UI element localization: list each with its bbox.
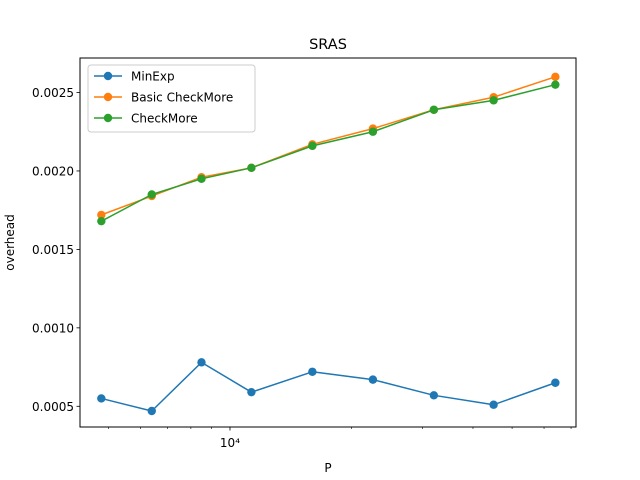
y-tick-label: 0.0025 [32, 86, 74, 100]
data-point [368, 127, 378, 136]
data-point [489, 96, 498, 105]
data-point [97, 216, 106, 226]
data-point [247, 387, 256, 397]
data-point [247, 163, 256, 173]
y-tick-label: 0.0005 [32, 400, 74, 414]
data-point [97, 210, 106, 220]
legend-marker [103, 71, 113, 81]
y-tick-label: 0.0010 [32, 321, 74, 335]
x-axis-title: P [324, 461, 331, 475]
y-tick-label: 0.0020 [32, 164, 74, 178]
legend-label: Basic CheckMore [131, 91, 233, 105]
legend-box [87, 64, 256, 133]
legend-marker [103, 92, 113, 102]
data-point [147, 406, 156, 416]
legend: MinExp Basic CheckMore CheckMore [87, 64, 256, 133]
data-point [551, 80, 560, 89]
chart-title: SRAS [309, 37, 347, 53]
data-point [308, 367, 317, 376]
x-tick-label: 10⁴ [220, 436, 240, 450]
data-point [489, 400, 498, 409]
data-point [197, 358, 206, 367]
data-point [308, 141, 317, 151]
data-point [147, 190, 156, 199]
data-point [429, 105, 439, 114]
data-point [551, 378, 560, 387]
y-tick-label: 0.0015 [32, 243, 74, 257]
data-point [368, 375, 378, 384]
legend-marker [103, 113, 113, 123]
legend-label: MinExp [131, 70, 175, 84]
y-axis-title: overhead [3, 214, 17, 271]
plot-area: 0.0005 0.0010 0.0015 0.0020 0.0025 10⁴ [32, 72, 572, 450]
data-point [551, 72, 560, 82]
legend-label: CheckMore [131, 112, 198, 126]
axes-frame [79, 57, 577, 428]
data-point [429, 391, 439, 400]
data-point [97, 394, 106, 403]
data-point [197, 174, 206, 184]
